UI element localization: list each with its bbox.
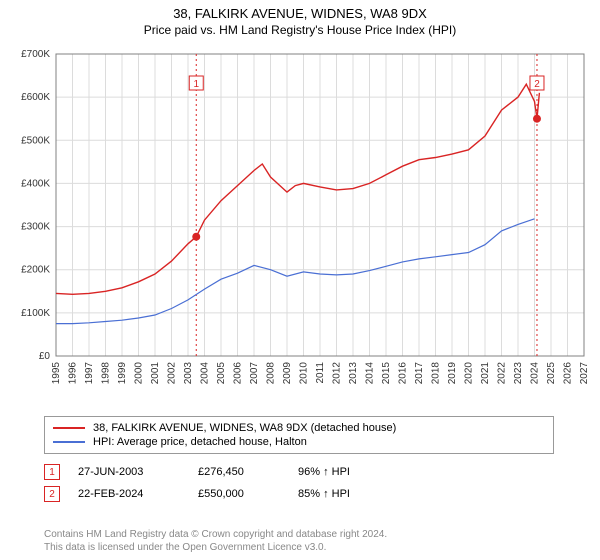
footer-line-2: This data is licensed under the Open Gov… — [44, 541, 387, 554]
svg-text:£400K: £400K — [21, 178, 50, 189]
transaction-pct: 85% ↑ HPI — [298, 488, 398, 500]
transaction-row: 2 22-FEB-2024£550,00085% ↑ HPI — [44, 486, 398, 502]
transaction-pct: 96% ↑ HPI — [298, 466, 398, 478]
svg-text:1: 1 — [193, 79, 199, 90]
svg-text:2011: 2011 — [315, 362, 326, 384]
svg-text:2018: 2018 — [431, 362, 442, 385]
legend-swatch — [53, 441, 85, 443]
svg-text:2010: 2010 — [299, 362, 310, 385]
svg-text:£200K: £200K — [21, 265, 50, 276]
svg-text:2005: 2005 — [216, 362, 227, 385]
svg-text:2: 2 — [534, 79, 540, 90]
svg-text:2024: 2024 — [530, 362, 541, 385]
svg-text:£300K: £300K — [21, 222, 50, 233]
svg-text:2015: 2015 — [381, 362, 392, 385]
svg-text:£700K: £700K — [21, 49, 50, 60]
svg-text:2016: 2016 — [398, 362, 409, 385]
transaction-marker: 1 — [44, 464, 60, 480]
svg-text:1997: 1997 — [84, 362, 95, 385]
svg-text:2013: 2013 — [348, 362, 359, 385]
transaction-date: 27-JUN-2003 — [78, 466, 198, 478]
footer-line-1: Contains HM Land Registry data © Crown c… — [44, 528, 387, 541]
svg-text:2014: 2014 — [365, 362, 376, 385]
legend-item: HPI: Average price, detached house, Halt… — [53, 435, 545, 449]
svg-text:£0: £0 — [39, 351, 51, 362]
legend-swatch — [53, 427, 85, 429]
svg-text:2007: 2007 — [249, 362, 260, 385]
transaction-price: £550,000 — [198, 488, 298, 500]
svg-text:2004: 2004 — [200, 362, 211, 385]
transaction-table: 1 27-JUN-2003£276,45096% ↑ HPI 2 22-FEB-202… — [44, 464, 398, 508]
svg-text:£600K: £600K — [21, 92, 50, 103]
svg-text:2000: 2000 — [134, 362, 145, 385]
svg-text:2023: 2023 — [513, 362, 524, 385]
transaction-price: £276,450 — [198, 466, 298, 478]
svg-text:2025: 2025 — [546, 362, 557, 385]
footer-text: Contains HM Land Registry data © Crown c… — [44, 528, 387, 554]
svg-text:2009: 2009 — [282, 362, 293, 385]
price-chart: £0 £100K £200K £300K £400K £500K £600K £700K 199… — [8, 46, 592, 406]
svg-text:2006: 2006 — [233, 362, 244, 385]
svg-text:1998: 1998 — [101, 362, 112, 385]
legend-label: 38, FALKIRK AVENUE, WIDNES, WA8 9DX (det… — [93, 422, 396, 434]
svg-text:2003: 2003 — [183, 362, 194, 385]
legend-item: 38, FALKIRK AVENUE, WIDNES, WA8 9DX (det… — [53, 421, 545, 435]
svg-text:£500K: £500K — [21, 135, 50, 146]
page-subtitle: Price paid vs. HM Land Registry's House … — [0, 21, 600, 37]
svg-text:2002: 2002 — [167, 362, 178, 385]
transaction-row: 1 27-JUN-2003£276,45096% ↑ HPI — [44, 464, 398, 480]
svg-text:2008: 2008 — [266, 362, 277, 385]
svg-text:2027: 2027 — [579, 362, 590, 385]
svg-text:2017: 2017 — [414, 362, 425, 385]
svg-text:£100K: £100K — [21, 308, 50, 319]
chart-container: 38, FALKIRK AVENUE, WIDNES, WA8 9DX Pric… — [0, 0, 600, 560]
page-title: 38, FALKIRK AVENUE, WIDNES, WA8 9DX — [0, 0, 600, 21]
svg-text:2019: 2019 — [447, 362, 458, 385]
transaction-date: 22-FEB-2024 — [78, 488, 198, 500]
chart-svg: £0 £100K £200K £300K £400K £500K £600K £700K 199… — [8, 46, 592, 406]
svg-text:2001: 2001 — [150, 362, 161, 385]
legend-box: 38, FALKIRK AVENUE, WIDNES, WA8 9DX (det… — [44, 416, 554, 454]
svg-text:1995: 1995 — [51, 362, 62, 385]
svg-text:2026: 2026 — [563, 362, 574, 385]
svg-text:2020: 2020 — [464, 362, 475, 385]
svg-text:2021: 2021 — [480, 362, 491, 385]
svg-text:2022: 2022 — [497, 362, 508, 385]
svg-text:1996: 1996 — [68, 362, 79, 385]
svg-text:2012: 2012 — [332, 362, 343, 385]
transaction-marker: 2 — [44, 486, 60, 502]
svg-text:1999: 1999 — [117, 362, 128, 385]
legend-label: HPI: Average price, detached house, Halt… — [93, 436, 307, 448]
